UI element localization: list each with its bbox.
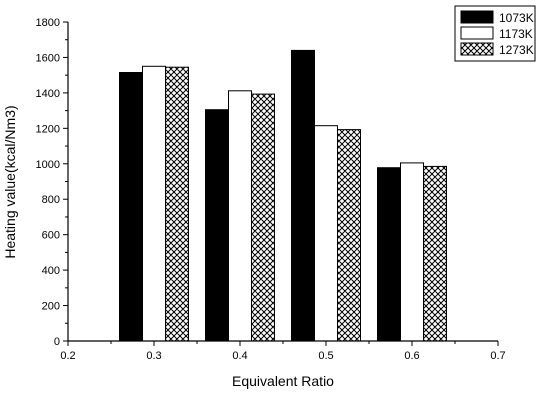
y-tick-label: 1400 [36, 88, 60, 100]
bar-1173K-0.6 [400, 162, 424, 342]
y-tick-label: 800 [42, 194, 60, 206]
x-tick-label: 0.5 [318, 350, 333, 362]
legend-swatch-1073K [460, 10, 494, 24]
y-tick-label: 600 [42, 230, 60, 242]
bar-1273K-0.5 [337, 129, 361, 342]
bar-1073K-0.4 [205, 109, 229, 342]
legend-label-1273K: 1273K [499, 43, 534, 57]
y-tick-label: 1800 [36, 17, 60, 29]
bar-1073K-0.5 [291, 49, 315, 342]
y-tick-label: 1200 [36, 123, 60, 135]
bar-1273K-0.6 [423, 165, 447, 342]
bar-1273K-0.3 [165, 66, 189, 342]
x-tick-label: 0.4 [232, 350, 247, 362]
legend-label-1173K: 1173K [499, 27, 533, 41]
y-tick-label: 0 [54, 336, 60, 348]
ticks: 0 200 400 600 800 1000 1200 1400 1600 1800 0.2 0.3 0… [36, 17, 506, 362]
bar-1073K-0.3 [119, 72, 143, 342]
bar-1073K-0.6 [377, 167, 401, 342]
bar-1173K-0.4 [228, 90, 252, 342]
bar-1173K-0.3 [142, 65, 166, 342]
y-tick-label: 400 [42, 265, 60, 277]
y-tick-label: 1000 [36, 159, 60, 171]
x-tick-label: 0.6 [404, 350, 419, 362]
x-tick-label: 0.2 [60, 350, 75, 362]
bar-1173K-0.5 [314, 125, 338, 342]
y-tick-label: 200 [42, 301, 60, 313]
legend-swatch-1173K [460, 26, 494, 40]
legend-swatch-1273K [460, 42, 494, 56]
legend: 1073K 1173K 1273K [454, 5, 536, 62]
bars [119, 49, 447, 342]
x-axis-label: Equivalent Ratio [232, 373, 334, 389]
legend-label-1073K: 1073K [499, 11, 534, 25]
y-tick-label: 1600 [36, 52, 60, 64]
bar-1273K-0.4 [251, 93, 275, 342]
x-tick-label: 0.7 [490, 350, 505, 362]
x-tick-label: 0.3 [146, 350, 161, 362]
y-axis-label: Heating value(kcal/Nm3) [2, 105, 18, 258]
